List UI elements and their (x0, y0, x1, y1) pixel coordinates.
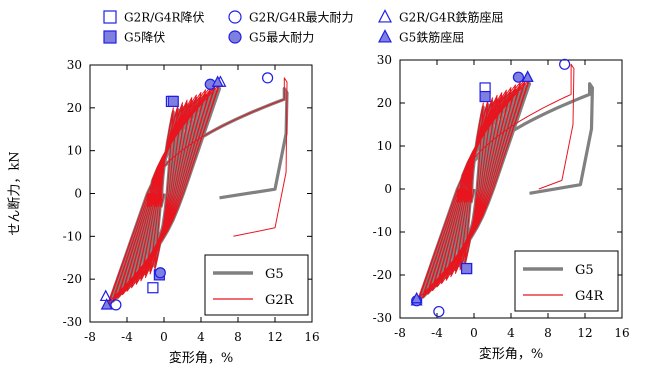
legend-marker-triangle-open (378, 9, 392, 23)
event-markers (410, 58, 571, 318)
x-tick-label: -4 (121, 330, 133, 344)
y-tick-label: 0 (74, 187, 82, 201)
legend-label: G2R/G4R降伏 (124, 11, 205, 25)
series-line-G2R (108, 77, 288, 306)
legend-series-label: G2R (265, 293, 295, 308)
event-marker-circle (433, 305, 445, 318)
event-marker-circle (262, 72, 274, 84)
event-marker-circle (154, 267, 166, 279)
y-tick-label: 30 (67, 58, 82, 72)
event-marker-circle (512, 71, 525, 83)
legend-box (514, 250, 619, 312)
event-marker-triangle (100, 298, 113, 310)
y-tick-label: -10 (373, 225, 392, 239)
y-tick-label: -10 (63, 229, 82, 243)
series-line-G4R (418, 63, 575, 302)
x-tick-label: 12 (267, 330, 282, 344)
legend-label: G2R/G4R最大耐力 (249, 11, 354, 25)
x-tick-label: 12 (577, 326, 592, 340)
legend-marker-circle-filled (228, 30, 242, 44)
legend-marker-circle-open (228, 10, 242, 24)
x-tick-label: 4 (507, 326, 515, 340)
event-marker-square (461, 262, 473, 275)
event-marker-triangle (410, 291, 423, 304)
event-marker-triangle (211, 75, 224, 87)
x-tick-label: 16 (614, 326, 629, 340)
legend-marker-square-filled (103, 30, 117, 44)
series-legend: G5 G2R (204, 254, 309, 316)
legend-series-label: G5 (575, 263, 594, 278)
event-marker-square (147, 282, 159, 294)
x-tick-label: 4 (197, 330, 205, 344)
y-tick-label: -30 (373, 311, 392, 325)
hysteresis-curves (106, 77, 289, 307)
axis-ticks: -8 -4 0 4 8 12 16 -30 -20 -10 0 10 20 30 (63, 58, 320, 344)
legend-label: G2R/G4R鉄筋座屈 (399, 10, 504, 25)
legend-series-label: G5 (265, 267, 284, 282)
legend-marker-triangle-filled (378, 29, 392, 43)
y-tick-label: -30 (63, 315, 82, 329)
legend-label: G5鉄筋座屈 (399, 30, 464, 45)
y-tick-label: 30 (377, 53, 392, 67)
x-tick-label: 0 (470, 326, 478, 340)
legend-series-label: G4R (575, 289, 605, 304)
axis-ticks: -8 -4 0 4 8 12 16 -30 -20 -10 0 10 20 30 (373, 53, 630, 340)
x-tick-label: 8 (544, 326, 552, 340)
x-axis-label: 変形角，% (479, 346, 543, 362)
series-legend: G5 G4R (514, 250, 619, 312)
y-tick-label: -20 (63, 272, 82, 286)
x-tick-label: 8 (234, 330, 242, 344)
x-tick-label: -8 (84, 330, 96, 344)
event-marker-square (479, 90, 491, 103)
y-tick-label: 0 (384, 182, 392, 196)
x-tick-label: -4 (431, 326, 443, 340)
legend-marker-square-open (103, 10, 117, 24)
legend-label: G5最大耐力 (249, 31, 314, 45)
legend-label: G5降伏 (124, 31, 165, 45)
hysteresis-curves (416, 63, 594, 303)
y-tick-label: 20 (377, 96, 392, 110)
x-axis-label: 変形角，% (169, 350, 233, 366)
x-tick-label: -8 (394, 326, 406, 340)
event-marker-triangle (521, 70, 534, 82)
event-marker-circle (559, 58, 571, 70)
legend-box (204, 254, 309, 316)
y-tick-label: 10 (67, 144, 82, 158)
y-tick-label: 20 (67, 101, 82, 115)
top-legend: G2R/G4R降伏 G2R/G4R最大耐力 G2R/G4R鉄筋座屈 G5降伏 G5最大耐… (103, 9, 504, 45)
x-tick-label: 16 (304, 330, 319, 344)
event-marker-circle (110, 299, 122, 311)
x-tick-label: 0 (160, 330, 168, 344)
event-marker-square (167, 95, 179, 108)
chart-right: -8 -4 0 4 8 12 16 -30 -20 -10 0 10 20 30 G5 G4R 変形角，% (373, 53, 630, 362)
y-tick-label: -20 (373, 268, 392, 282)
event-markers (99, 72, 274, 311)
y-tick-label: 10 (377, 139, 392, 153)
y-axis-label: せん断力，kN (8, 151, 23, 235)
